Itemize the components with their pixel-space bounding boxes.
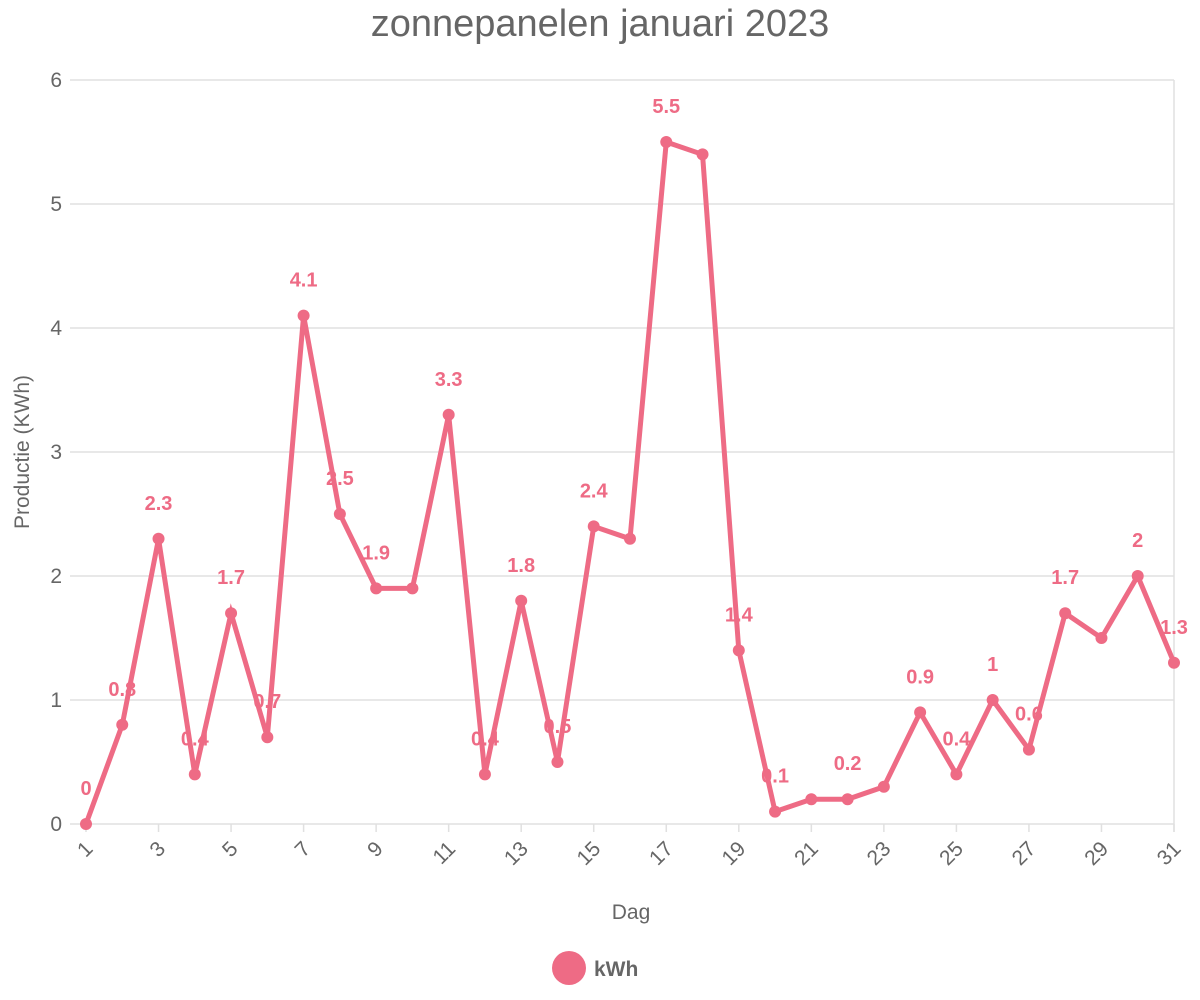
x-tick-label: 7 xyxy=(291,837,316,862)
y-tick-label: 6 xyxy=(50,69,62,92)
x-tick-label: 17 xyxy=(645,837,678,870)
data-label: 0.7 xyxy=(253,691,281,713)
x-tick-label: 13 xyxy=(500,837,533,870)
legend-label: kWh xyxy=(594,958,638,981)
data-point[interactable] xyxy=(1095,632,1108,644)
data-point[interactable] xyxy=(478,768,491,781)
data-label: 4.1 xyxy=(290,270,318,292)
x-axis-title: Dag xyxy=(612,901,651,924)
data-label: 2.4 xyxy=(580,480,609,502)
data-point[interactable] xyxy=(515,594,528,607)
data-point[interactable] xyxy=(406,582,419,595)
x-tick-label: 31 xyxy=(1153,837,1186,870)
data-point[interactable] xyxy=(1168,656,1180,669)
series-kwh xyxy=(80,136,1180,830)
legend-marker xyxy=(552,951,586,985)
data-point[interactable] xyxy=(696,148,709,161)
x-tick-label: 27 xyxy=(1008,837,1041,870)
y-axis-title: Productie (KWh) xyxy=(11,375,34,529)
x-tick-label: 11 xyxy=(429,837,461,869)
data-point[interactable] xyxy=(80,818,92,830)
data-point[interactable] xyxy=(660,136,673,148)
data-label: 0 xyxy=(80,778,91,800)
data-label: 0.4 xyxy=(942,728,971,750)
x-tick-label: 19 xyxy=(718,837,751,870)
data-point[interactable] xyxy=(1131,570,1144,582)
data-point[interactable] xyxy=(188,768,201,781)
x-tick-label: 29 xyxy=(1080,837,1113,870)
data-point[interactable] xyxy=(333,508,346,520)
y-tick-label: 0 xyxy=(50,813,62,836)
data-label: 3.3 xyxy=(435,369,463,391)
data-label: 0.4 xyxy=(181,728,210,750)
data-label: 1.3 xyxy=(1160,617,1188,639)
data-point[interactable] xyxy=(986,694,999,706)
data-label: 0.6 xyxy=(1015,704,1043,726)
x-tick-label: 1 xyxy=(73,837,98,862)
data-label: 5.5 xyxy=(652,96,680,118)
data-point[interactable] xyxy=(732,644,745,657)
data-label: 0.9 xyxy=(906,666,934,688)
x-tick-label: 5 xyxy=(218,837,243,862)
y-tick-label: 1 xyxy=(50,689,62,712)
data-point[interactable] xyxy=(297,309,310,322)
data-point[interactable] xyxy=(1059,607,1072,620)
data-label: 1 xyxy=(987,654,998,676)
data-label: 0.5 xyxy=(544,716,572,738)
data-label: 2 xyxy=(1132,530,1143,552)
data-point[interactable] xyxy=(551,756,564,768)
data-point[interactable] xyxy=(116,718,129,731)
data-label: 1.8 xyxy=(507,555,535,577)
data-point[interactable] xyxy=(805,793,818,806)
y-axis-ticks: 0 1 2 3 4 5 6 xyxy=(50,69,62,836)
data-label: 1.9 xyxy=(362,542,390,564)
data-point[interactable] xyxy=(225,607,238,620)
data-point[interactable] xyxy=(950,768,963,781)
data-point[interactable] xyxy=(442,408,455,421)
y-tick-label: 2 xyxy=(50,565,62,588)
chart-title: zonnepanelen januari 2023 xyxy=(371,3,830,45)
data-point[interactable] xyxy=(624,532,636,545)
x-tick-label: 25 xyxy=(935,837,968,870)
legend[interactable]: kWh xyxy=(552,951,638,985)
data-point[interactable] xyxy=(841,793,854,806)
data-label: 0.4 xyxy=(471,728,500,750)
data-label: 0.8 xyxy=(108,679,136,701)
x-tick-label: 9 xyxy=(363,837,388,862)
x-tick-label: 21 xyxy=(790,837,823,870)
series-line xyxy=(83,138,1177,827)
data-point[interactable] xyxy=(261,731,274,744)
data-point[interactable] xyxy=(152,532,165,545)
data-label: 2.5 xyxy=(326,468,354,490)
data-point[interactable] xyxy=(914,706,927,719)
data-point[interactable] xyxy=(877,780,890,793)
y-tick-label: 3 xyxy=(50,441,62,464)
data-point[interactable] xyxy=(587,520,600,533)
x-tick-label: 23 xyxy=(863,837,896,870)
data-point[interactable] xyxy=(769,805,782,818)
data-point[interactable] xyxy=(1022,743,1035,756)
data-labels: 0 0.8 2.3 0.4 1.7 0.7 4.1 2.5 1.9 3.3 0.4 1.8 0.5 2.4… xyxy=(80,96,1187,800)
data-label: 2.3 xyxy=(145,493,173,515)
data-label: 0.1 xyxy=(761,766,789,788)
data-label: 1.4 xyxy=(725,604,754,626)
x-axis-ticks: 1 3 5 7 9 11 13 15 17 19 21 23 25 27 29 31 xyxy=(73,824,1186,870)
y-tick-label: 4 xyxy=(50,317,62,340)
x-tick-label: 15 xyxy=(572,837,605,870)
data-point[interactable] xyxy=(370,582,383,595)
data-label: 0.2 xyxy=(834,753,862,775)
data-label: 1.7 xyxy=(217,567,245,589)
x-tick-label: 3 xyxy=(146,837,171,862)
data-label: 1.7 xyxy=(1051,567,1079,589)
y-tick-label: 5 xyxy=(50,193,62,216)
